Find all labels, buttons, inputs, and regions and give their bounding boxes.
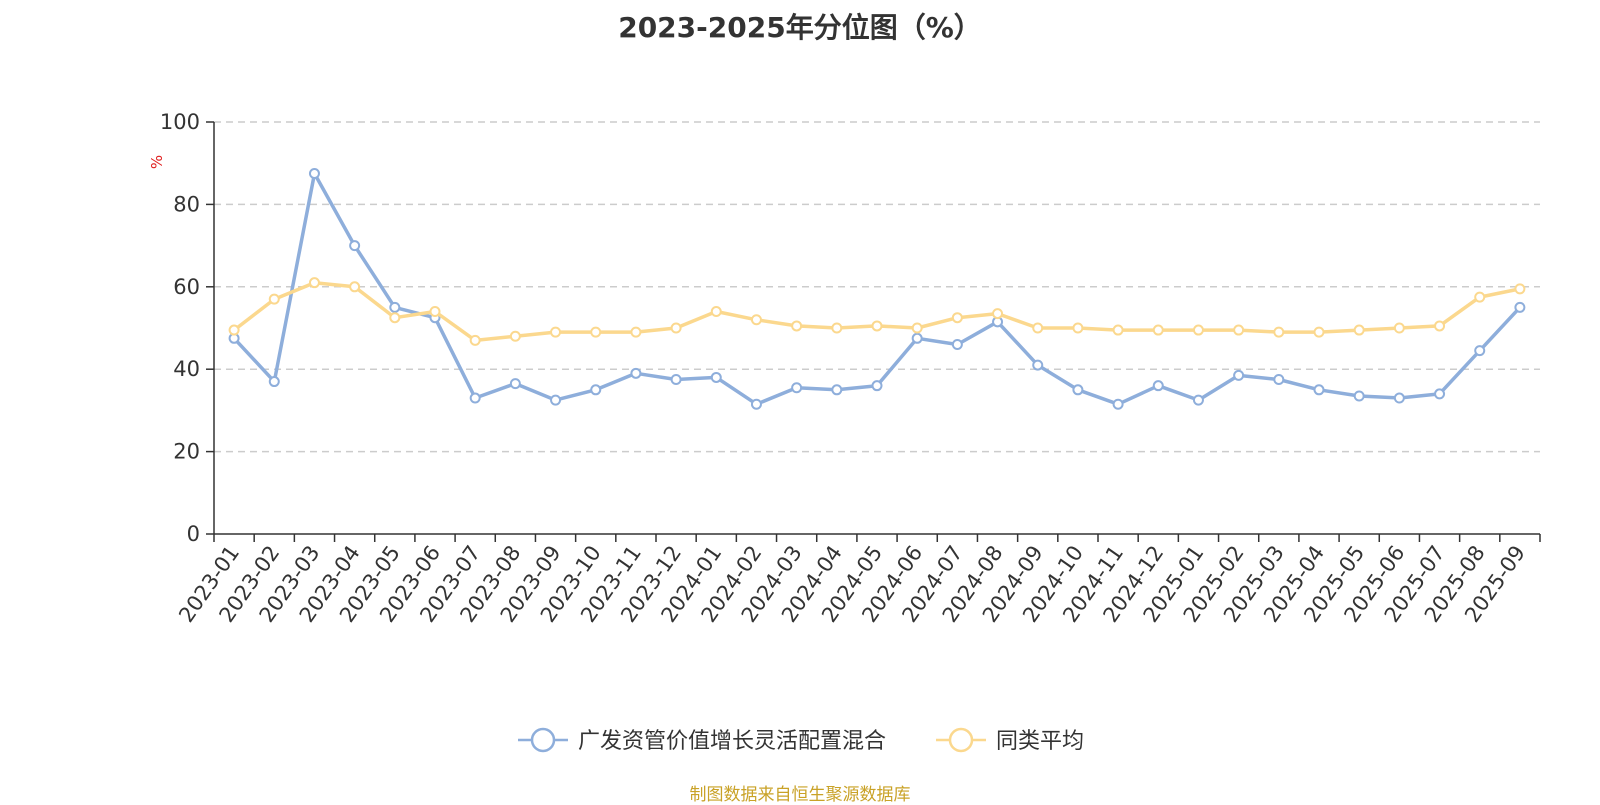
data-point[interactable] bbox=[791, 382, 803, 394]
data-point[interactable] bbox=[590, 326, 602, 338]
data-point[interactable] bbox=[750, 398, 762, 410]
data-point[interactable] bbox=[1474, 291, 1486, 303]
data-point[interactable] bbox=[710, 371, 722, 383]
legend-marker bbox=[530, 727, 556, 753]
data-point[interactable] bbox=[670, 322, 682, 334]
chart-title: 2023-2025年分位图（%） bbox=[618, 11, 982, 44]
data-point[interactable] bbox=[871, 320, 883, 332]
data-point[interactable] bbox=[670, 374, 682, 385]
data-point[interactable] bbox=[349, 281, 361, 293]
y-tick-label: 20 bbox=[173, 440, 200, 464]
data-point[interactable] bbox=[469, 334, 481, 346]
legend-item-1[interactable]: 广发资管价值增长灵活配置混合 bbox=[518, 727, 886, 754]
data-point[interactable] bbox=[710, 306, 722, 318]
data-point[interactable] bbox=[349, 240, 361, 252]
y-tick-label: 60 bbox=[173, 275, 200, 299]
data-point[interactable] bbox=[630, 326, 642, 338]
data-point[interactable] bbox=[911, 322, 923, 334]
data-point[interactable] bbox=[1032, 322, 1044, 334]
data-point[interactable] bbox=[1233, 324, 1245, 336]
data-point[interactable] bbox=[1514, 283, 1526, 295]
data-point[interactable] bbox=[509, 378, 521, 390]
legend-item-2[interactable]: 同类平均 bbox=[936, 727, 1084, 754]
data-point[interactable] bbox=[1273, 326, 1285, 338]
data-point[interactable] bbox=[469, 392, 481, 404]
data-point[interactable] bbox=[590, 384, 602, 396]
y-tick-label: 0 bbox=[187, 522, 200, 546]
data-point[interactable] bbox=[911, 332, 923, 344]
data-point[interactable] bbox=[750, 314, 762, 326]
data-point[interactable] bbox=[429, 306, 441, 318]
source-note: 制图数据来自恒生聚源数据库 bbox=[689, 785, 911, 805]
data-point[interactable] bbox=[509, 330, 521, 342]
data-point[interactable] bbox=[791, 320, 803, 332]
data-point[interactable] bbox=[871, 380, 883, 392]
data-point[interactable] bbox=[1072, 322, 1084, 334]
data-point[interactable] bbox=[268, 376, 280, 388]
data-point[interactable] bbox=[1313, 326, 1325, 338]
data-point[interactable] bbox=[992, 308, 1004, 320]
data-point[interactable] bbox=[831, 384, 843, 396]
legend-label: 广发资管价值增长灵活配置混合 bbox=[578, 729, 886, 754]
data-point[interactable] bbox=[831, 322, 843, 334]
legend[interactable]: 广发资管价值增长灵活配置混合 同类平均 bbox=[518, 727, 1084, 754]
data-point[interactable] bbox=[1192, 394, 1204, 406]
data-point[interactable] bbox=[1434, 388, 1446, 400]
data-point[interactable] bbox=[1152, 324, 1164, 336]
data-point[interactable] bbox=[389, 312, 401, 324]
y-tick-label: 100 bbox=[160, 110, 200, 134]
data-point[interactable] bbox=[228, 324, 240, 336]
data-point[interactable] bbox=[1112, 324, 1124, 336]
data-point[interactable] bbox=[1353, 324, 1365, 336]
data-point[interactable] bbox=[1152, 380, 1164, 392]
y-tick-label: 80 bbox=[173, 192, 200, 216]
grid-lines bbox=[214, 121, 1540, 453]
x-axis-ticks: 2023-012023-022023-032023-042023-052023-… bbox=[174, 534, 1541, 627]
data-point[interactable] bbox=[951, 312, 963, 324]
data-point[interactable] bbox=[1273, 374, 1285, 385]
data-point[interactable] bbox=[550, 394, 562, 406]
data-point[interactable] bbox=[630, 367, 642, 379]
series-1 bbox=[228, 168, 1526, 410]
legend-label: 同类平均 bbox=[996, 729, 1084, 754]
data-point[interactable] bbox=[1192, 324, 1204, 336]
series-lines bbox=[228, 168, 1526, 410]
data-point[interactable] bbox=[550, 326, 562, 338]
y-axis-unit: % bbox=[148, 155, 166, 169]
series-2 bbox=[228, 277, 1526, 346]
data-point[interactable] bbox=[1393, 392, 1405, 404]
axes bbox=[213, 122, 1540, 535]
data-point[interactable] bbox=[1353, 390, 1365, 402]
data-point[interactable] bbox=[1514, 301, 1526, 313]
data-point[interactable] bbox=[1313, 384, 1325, 396]
series-line bbox=[233, 280, 1521, 343]
data-point[interactable] bbox=[1474, 345, 1486, 357]
y-tick-label: 40 bbox=[173, 357, 200, 381]
data-point[interactable] bbox=[1112, 398, 1124, 410]
data-point[interactable] bbox=[308, 277, 320, 289]
data-point[interactable] bbox=[268, 293, 280, 305]
data-point[interactable] bbox=[1233, 369, 1245, 381]
data-point[interactable] bbox=[389, 301, 401, 313]
data-point[interactable] bbox=[951, 338, 963, 350]
data-point[interactable] bbox=[1434, 320, 1446, 332]
legend-marker bbox=[948, 727, 974, 753]
data-point[interactable] bbox=[1072, 384, 1084, 396]
y-axis-ticks: 0 20 40 60 80 100 bbox=[160, 110, 214, 546]
data-point[interactable] bbox=[1032, 359, 1044, 371]
data-point[interactable] bbox=[308, 168, 320, 179]
data-point[interactable] bbox=[1393, 322, 1405, 334]
